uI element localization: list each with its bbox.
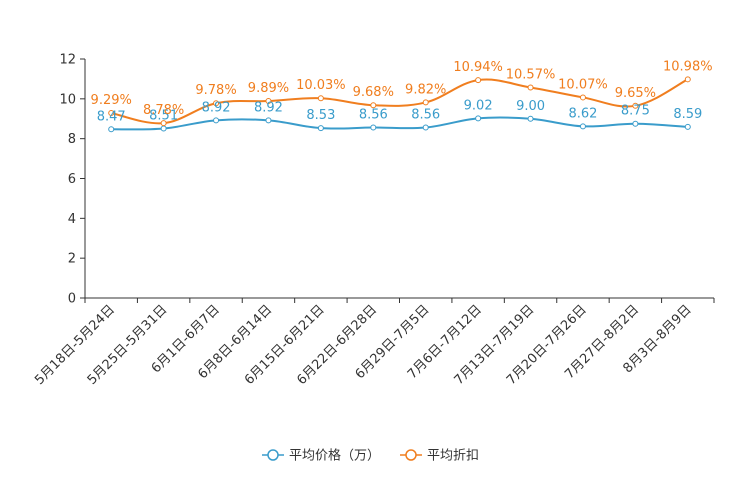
data-point[interactable] xyxy=(684,76,691,83)
data-point[interactable] xyxy=(317,125,324,132)
data-label: 10.94% xyxy=(453,60,503,75)
data-label: 9.00 xyxy=(516,99,545,114)
y-tick-label: 0 xyxy=(68,292,76,307)
legend-item-1[interactable]: 平均折扣 xyxy=(400,449,479,464)
data-label: 8.56 xyxy=(411,108,440,123)
data-point[interactable] xyxy=(108,126,115,133)
data-point[interactable] xyxy=(579,94,586,101)
data-point[interactable] xyxy=(160,125,167,132)
data-label: 9.29% xyxy=(91,93,132,108)
data-label: 9.65% xyxy=(615,86,656,101)
data-label: 9.78% xyxy=(195,83,236,98)
data-point[interactable] xyxy=(475,115,482,122)
data-point[interactable] xyxy=(527,115,534,122)
data-point[interactable] xyxy=(317,95,324,102)
data-point[interactable] xyxy=(632,120,639,127)
data-label: 9.89% xyxy=(248,81,289,96)
data-label: 10.57% xyxy=(506,67,556,82)
data-label: 8.53 xyxy=(306,108,335,123)
y-tick-label: 10 xyxy=(59,92,76,107)
legend-label: 平均折扣 xyxy=(427,449,479,464)
data-point[interactable] xyxy=(632,102,639,109)
data-point[interactable] xyxy=(213,117,220,124)
data-label: 8.62 xyxy=(568,106,597,121)
data-label: 9.82% xyxy=(405,82,446,97)
data-label: 8.75 xyxy=(621,104,650,119)
data-label: 8.51 xyxy=(149,109,178,124)
data-point[interactable] xyxy=(475,77,482,84)
data-label: 8.59 xyxy=(673,107,702,122)
data-label: 8.56 xyxy=(359,108,388,123)
data-label: 9.02 xyxy=(464,98,493,113)
y-tick-label: 2 xyxy=(68,252,76,267)
data-label: 8.92 xyxy=(254,100,283,115)
y-tick-label: 12 xyxy=(59,53,76,68)
data-labels: 8.47 8.51 8.92 8.92 8.53 8.56 8.56 9.02 9.00 8.62… xyxy=(91,59,713,124)
data-point[interactable] xyxy=(370,102,377,109)
data-point[interactable] xyxy=(265,117,272,124)
data-point[interactable] xyxy=(213,100,220,107)
data-point[interactable] xyxy=(422,124,429,131)
legend-item-0[interactable]: 平均价格（万） xyxy=(262,448,380,464)
data-label: 8.47 xyxy=(97,109,126,124)
data-point[interactable] xyxy=(108,109,115,116)
series-line-0 xyxy=(111,116,688,131)
y-tick-label: 6 xyxy=(68,172,76,187)
data-label: 10.03% xyxy=(296,78,346,93)
data-label: 9.68% xyxy=(353,85,394,100)
legend: 平均价格（万） 平均折扣 xyxy=(262,448,479,464)
data-label: 10.98% xyxy=(663,59,713,74)
legend-marker xyxy=(267,449,279,461)
data-point[interactable] xyxy=(684,123,691,130)
data-label: 8.92 xyxy=(202,100,231,115)
data-point[interactable] xyxy=(422,99,429,106)
data-point[interactable] xyxy=(160,120,167,127)
data-point[interactable] xyxy=(579,123,586,130)
y-tick-label: 8 xyxy=(68,132,76,147)
x-axis: 5月18日-5月24日5月25日-5月31日6月1日-6月7日6月8日-6月14… xyxy=(32,297,715,388)
data-point[interactable] xyxy=(265,98,272,105)
data-point[interactable] xyxy=(527,84,534,91)
legend-marker xyxy=(405,449,417,461)
data-point[interactable] xyxy=(370,124,377,131)
y-axis: 0 2 4 6 8 10 12 xyxy=(59,53,86,307)
y-tick-label: 4 xyxy=(68,212,76,227)
legend-label: 平均价格（万） xyxy=(289,448,380,464)
data-label: 10.07% xyxy=(558,77,608,92)
series-lines xyxy=(108,76,691,133)
data-label: 8.78% xyxy=(143,103,184,118)
series-line-1 xyxy=(110,78,689,125)
